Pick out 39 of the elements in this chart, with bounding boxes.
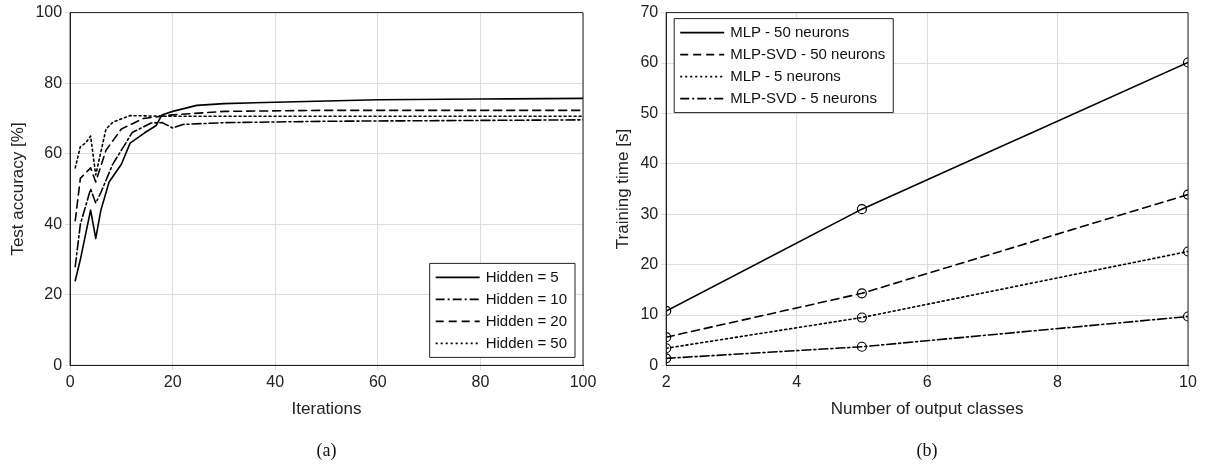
- y-tick-label: 60: [640, 53, 659, 71]
- x-tick-label: 6: [922, 373, 932, 391]
- y-axis-title: Training time [s]: [612, 128, 632, 250]
- legend-label: Hidden = 10: [485, 289, 568, 307]
- legend-label: Hidden = 5: [485, 267, 559, 285]
- y-tick-label: 80: [44, 73, 63, 91]
- y-tick-label: 70: [640, 3, 659, 21]
- legend-label: MLP-SVD - 50 neurons: [730, 44, 886, 62]
- y-tick-label: 20: [640, 255, 659, 273]
- x-tick-label: 4: [792, 373, 802, 391]
- y-tick-label: 40: [640, 154, 659, 172]
- x-tick-label: 2: [661, 373, 671, 391]
- text: (b): [916, 439, 938, 461]
- legend-label: MLP - 5 neurons: [730, 66, 841, 84]
- y-tick-label: 60: [44, 144, 63, 162]
- x-axis-title: Number of output classes: [830, 399, 1024, 419]
- x-tick-label: 40: [266, 373, 285, 391]
- y-tick-label: 100: [35, 3, 63, 21]
- legend-label: MLP-SVD - 5 neurons: [730, 88, 877, 106]
- legend-label: Hidden = 50: [485, 333, 568, 351]
- x-tick-label: 8: [1053, 373, 1063, 391]
- y-tick-label: 0: [53, 355, 63, 373]
- y-tick-label: 0: [649, 355, 659, 373]
- y-tick-label: 50: [640, 103, 659, 121]
- y-tick-label: 30: [640, 204, 659, 222]
- x-axis-title: Iterations: [291, 399, 362, 419]
- x-tick-label: 60: [368, 373, 387, 391]
- x-tick-label: 80: [471, 373, 490, 391]
- x-tick-label: 100: [569, 373, 597, 391]
- y-tick-label: 20: [44, 285, 63, 303]
- y-tick-label: 10: [640, 305, 659, 323]
- legend-label: Hidden = 20: [485, 311, 568, 329]
- y-axis-title: Test accuracy [%]: [7, 122, 27, 256]
- x-tick-label: 10: [1179, 373, 1197, 391]
- legend-label: MLP - 50 neurons: [730, 22, 850, 40]
- text: (a): [316, 439, 337, 461]
- y-tick-label: 40: [44, 214, 63, 232]
- x-tick-label: 20: [163, 373, 182, 391]
- x-tick-label: 0: [65, 373, 75, 391]
